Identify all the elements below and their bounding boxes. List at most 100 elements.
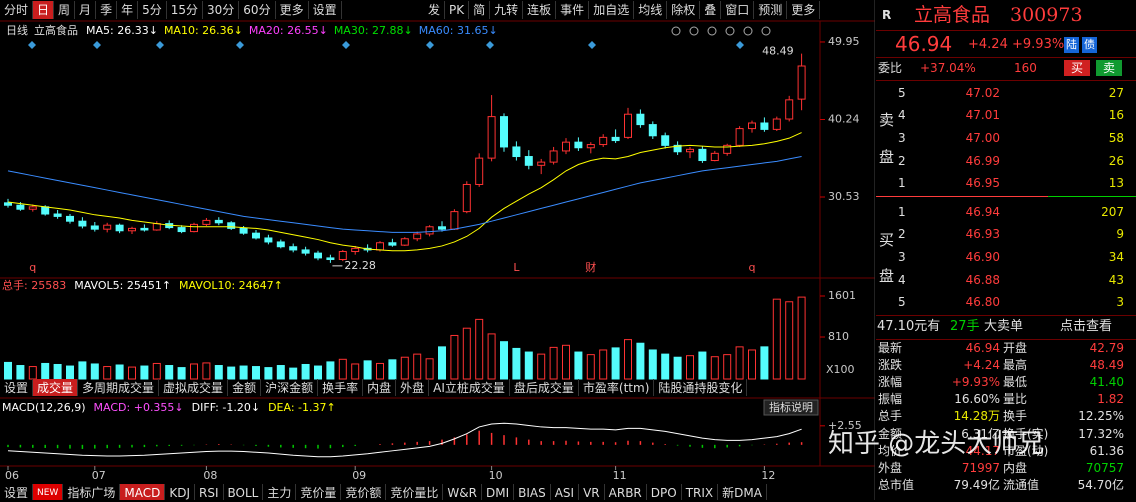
tool-button[interactable]: 除权 [667, 1, 701, 19]
indicator-tab[interactable]: W&R [443, 484, 482, 500]
indicator-tab[interactable]: MACD [120, 484, 166, 500]
bid-volume: 34 [1108, 250, 1124, 264]
indicator-tab[interactable]: NEW [33, 484, 64, 500]
period-button[interactable]: 日 [33, 1, 55, 19]
candle-body [673, 144, 682, 153]
period-button[interactable]: 30分 [203, 1, 240, 19]
indicator-tab[interactable]: RSI [195, 484, 224, 500]
chart-icons[interactable] [671, 26, 771, 36]
period-button[interactable]: 设置 [309, 1, 342, 19]
volume-bar [400, 356, 409, 380]
indicator-tab[interactable]: TRIX [682, 484, 719, 500]
volume-bar [326, 361, 335, 380]
separator [876, 57, 1136, 58]
period-button[interactable]: 年 [117, 1, 139, 19]
indicator-tab[interactable]: 外盘 [396, 379, 430, 396]
y-tick-label: +2.55 [828, 419, 862, 432]
candle-body [487, 116, 496, 159]
indicator-tab[interactable]: 竞价额 [341, 484, 387, 500]
period-button[interactable]: 60分 [239, 1, 276, 19]
bid-price: 46.90 [965, 250, 1000, 264]
indicator-tab[interactable]: 竞价量 [296, 484, 342, 500]
tool-button[interactable]: 窗口 [721, 1, 755, 19]
buy-button[interactable]: 买 [1064, 59, 1091, 77]
indicator-tab[interactable]: 多周期成交量 [78, 379, 160, 396]
tool-button[interactable]: 发 [424, 1, 446, 19]
period-button[interactable]: 分时 [0, 1, 34, 19]
big-order-link[interactable]: 点击查看 [1060, 318, 1113, 334]
indicator-tab[interactable]: 设置 [0, 484, 34, 500]
ask-label: 卖 [879, 110, 895, 129]
tool-button[interactable]: 更多 [787, 1, 821, 19]
period-button[interactable]: 15分 [167, 1, 204, 19]
macd-legend: MACD(12,26,9) [2, 401, 86, 414]
volume-bar [177, 367, 186, 380]
indicator-tab[interactable]: 成交量 [33, 379, 79, 396]
tool-button[interactable]: 九转 [490, 1, 524, 19]
indicator-tab[interactable]: BOLL [224, 484, 264, 500]
volume-bar [500, 341, 508, 380]
indicator-tab[interactable]: ARBR [605, 484, 647, 500]
period-button[interactable]: 周 [54, 1, 76, 19]
volume-bar [611, 347, 620, 380]
period-button[interactable]: 季 [96, 1, 118, 19]
x-tick-label: 12 [761, 469, 775, 482]
indicator-tab[interactable]: 换手率 [318, 379, 364, 396]
indicator-tab[interactable]: DPO [647, 484, 682, 500]
volume-bar [487, 333, 496, 380]
indicator-tab[interactable]: 陆股通持股变化 [654, 379, 748, 396]
stat-value: 14.28万 [953, 409, 1000, 424]
candle-body [475, 157, 484, 185]
ask-price: 47.01 [965, 108, 1000, 123]
tool-button[interactable]: 叠 [700, 1, 722, 19]
indicator-tab[interactable]: 竞价量比 [386, 484, 444, 500]
order-ratio-diff: 160 [1014, 60, 1037, 75]
tool-button[interactable]: 简 [469, 1, 491, 19]
indicator-tab[interactable]: 虚拟成交量 [159, 379, 229, 396]
indicator-tab[interactable]: AI立桩成交量 [429, 379, 510, 396]
indicator-tab[interactable]: 市盈率(ttm) [579, 379, 655, 396]
indicator-tab[interactable]: 金额 [228, 379, 262, 396]
stat-label: 量比 [1003, 392, 1028, 407]
tool-button[interactable]: 预测 [754, 1, 788, 19]
candle-body [4, 202, 12, 206]
help-button[interactable]: 指标说明 [769, 400, 813, 414]
tool-button[interactable]: 连板 [523, 1, 557, 19]
indicator-tab[interactable]: KDJ [165, 484, 195, 500]
stat-value: 46.94 [965, 340, 1000, 355]
tool-button[interactable]: 均线 [634, 1, 668, 19]
candle-body [78, 220, 87, 227]
volume-bar [710, 356, 719, 380]
tool-button[interactable]: 事件 [556, 1, 590, 19]
indicator-tab[interactable]: 沪深金额 [261, 379, 319, 396]
volume-bar [351, 363, 360, 380]
indicator-tab[interactable]: VR [579, 484, 605, 500]
volume-bar [661, 353, 670, 380]
candle-body [314, 252, 322, 259]
indicator-tab[interactable]: ASI [551, 484, 580, 500]
separator [876, 339, 1136, 340]
low-annotation: 22.28 [344, 259, 376, 272]
indicator-tab[interactable]: 指标广场 [63, 484, 121, 500]
period-button[interactable]: 5分 [138, 1, 167, 19]
period-button[interactable]: 更多 [276, 1, 309, 19]
indicator-tab[interactable]: DMI [482, 484, 515, 500]
indicator-tab[interactable]: 设置 [0, 379, 34, 396]
candle-body [562, 141, 570, 152]
indicator-tab[interactable]: BIAS [514, 484, 551, 500]
x-tick-label: 07 [92, 469, 106, 482]
tool-button[interactable]: 加自选 [589, 1, 635, 19]
indicator-tab[interactable]: 新DMA [718, 484, 767, 500]
indicator-tab[interactable]: 盘后成交量 [510, 379, 579, 396]
stat-label: 内盘 [1003, 461, 1028, 475]
sell-button[interactable]: 卖 [1096, 59, 1123, 77]
indicator-tab[interactable]: 主力 [263, 484, 297, 500]
macd-legend: MACD: +0.355↓ [94, 401, 184, 414]
panel-mark: R [882, 7, 892, 22]
tool-button[interactable]: PK [445, 1, 470, 19]
indicator-tab[interactable]: 内盘 [363, 379, 397, 396]
stat-value: 6.31亿 [961, 426, 1000, 441]
volume-bar [376, 362, 384, 380]
separator [876, 30, 1136, 31]
period-button[interactable]: 月 [75, 1, 97, 19]
